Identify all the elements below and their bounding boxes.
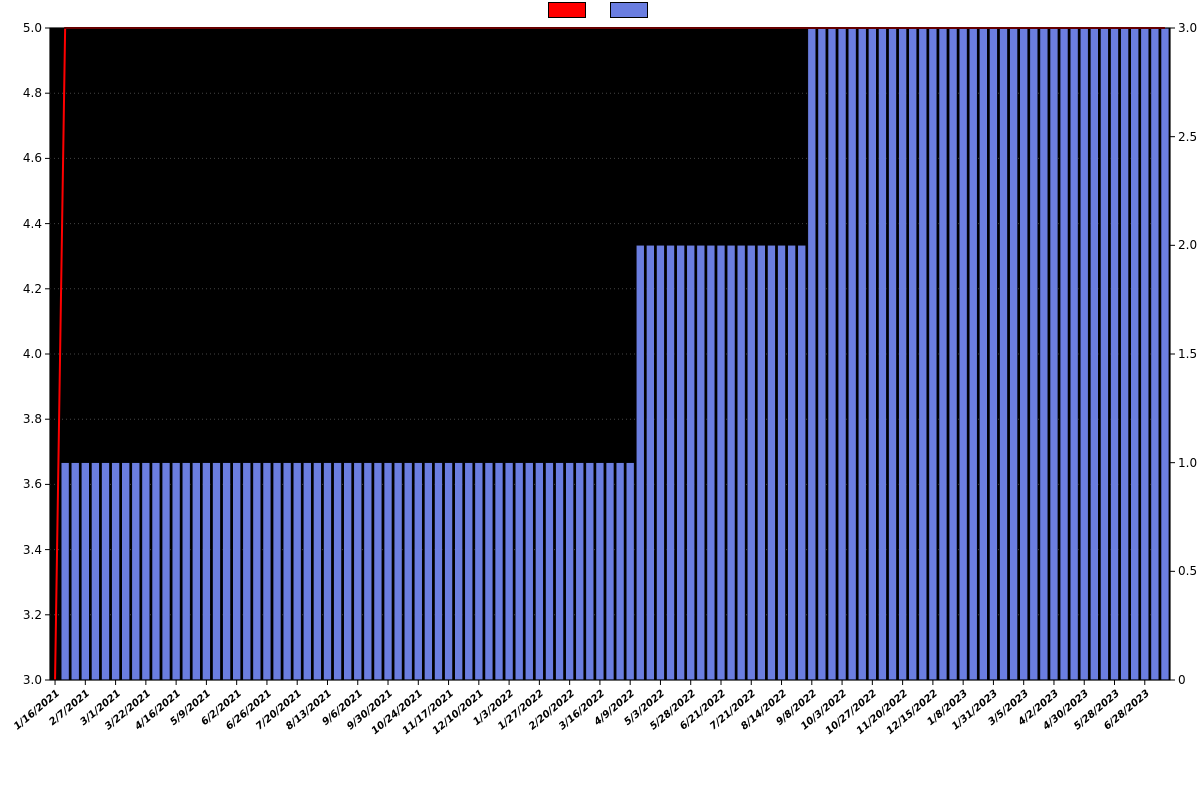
plot-area [0, 0, 1200, 800]
dual-axis-chart: 3.03.23.43.63.84.04.24.44.64.85.0 00.51.… [0, 0, 1200, 800]
